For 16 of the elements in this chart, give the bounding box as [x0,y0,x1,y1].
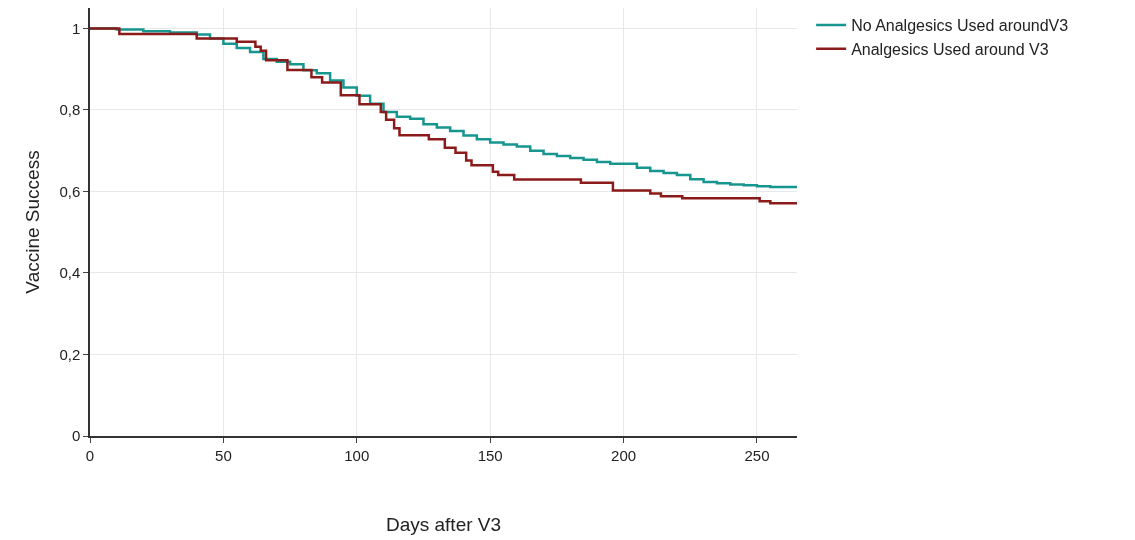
y-tick-label: 0,8 [59,101,81,119]
y-tick-label: 0,6 [59,182,81,200]
x-tick-label: 50 [215,446,232,464]
x-tick-label: 250 [744,446,770,464]
legend-label: Analgesics Used around V3 [851,40,1049,58]
y-axis-title: Vaccine Success [21,150,43,294]
y-tick-label: 0,2 [59,345,81,363]
x-tick-label: 200 [611,446,637,464]
y-tick-label: 0,4 [59,264,81,282]
x-tick-label: 100 [344,446,370,464]
x-tick-label: 0 [85,446,95,464]
legend-label: No Analgesics Used aroundV3 [851,17,1069,35]
x-tick-label: 150 [477,446,503,464]
y-tick-label: 0 [71,427,81,445]
y-tick-label: 1 [71,19,81,37]
x-axis-title: Days after V3 [385,514,502,536]
